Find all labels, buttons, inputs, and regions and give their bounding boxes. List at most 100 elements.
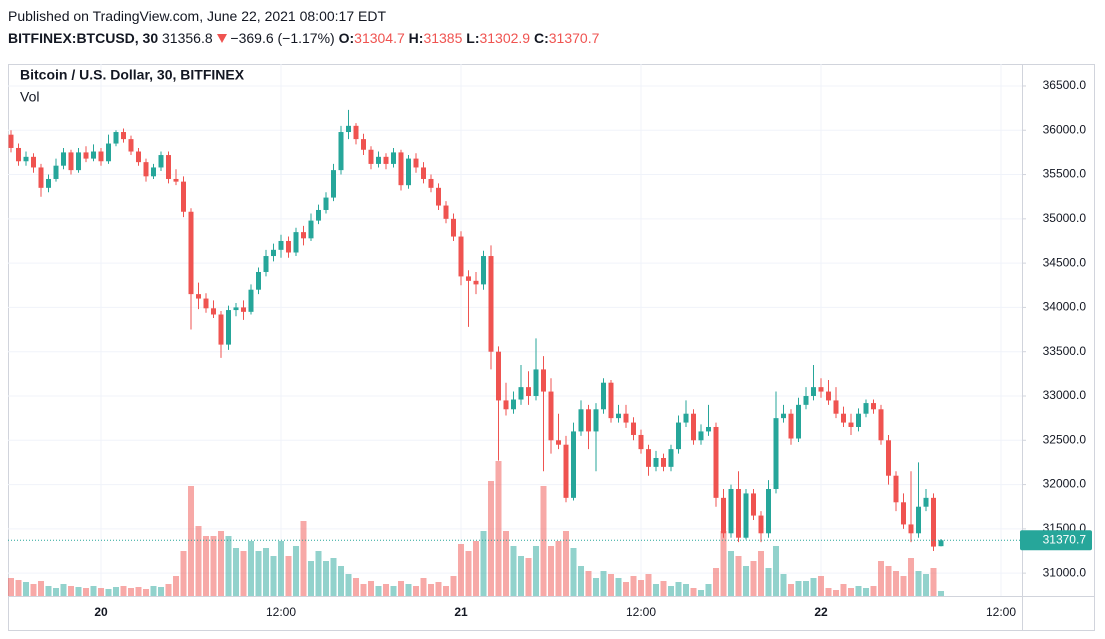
candle-body — [856, 413, 861, 427]
volume-bar — [398, 581, 404, 596]
volume-bar — [225, 536, 232, 596]
candle-body — [166, 155, 171, 179]
candle-body — [496, 351, 501, 401]
volume-bar — [600, 571, 607, 596]
volume-bar — [263, 548, 269, 596]
volume-bar — [330, 558, 337, 596]
candle-body — [203, 298, 209, 309]
candle-body — [143, 162, 149, 177]
candle-body — [893, 475, 899, 503]
volume-bar — [105, 589, 112, 596]
volume-bar — [878, 561, 884, 596]
candle-body — [8, 134, 14, 148]
volume-bar — [728, 551, 734, 596]
y-tick-label: 34000.0 — [1043, 300, 1087, 314]
candle-body — [833, 400, 839, 414]
volume-bar — [353, 578, 359, 596]
volume-bar — [908, 558, 914, 596]
y-tick-label: 36000.0 — [1043, 122, 1087, 136]
candle-body — [661, 457, 666, 467]
volume-bar — [623, 582, 629, 596]
candle-body — [548, 391, 554, 441]
volume-bar — [765, 568, 772, 596]
candle-body — [811, 387, 816, 396]
candle-body — [361, 139, 366, 150]
volume-bar — [930, 568, 937, 596]
volume-bar — [578, 566, 584, 596]
chart-title: Bitcoin / U.S. Dollar, 30, BITFINEX — [20, 67, 245, 83]
volume-bar — [83, 588, 89, 596]
volume-bar — [915, 571, 922, 596]
candle-body — [443, 205, 449, 219]
candle-body — [676, 422, 681, 450]
candle-body — [721, 497, 726, 534]
volume-bar — [585, 571, 592, 596]
volume-bar — [180, 551, 187, 596]
volume-bar — [240, 551, 247, 596]
volume-bar — [848, 588, 854, 596]
down-arrow — [216, 34, 227, 43]
candle-body — [728, 488, 734, 534]
candle-body — [683, 413, 689, 423]
candle-body — [631, 422, 636, 435]
candle-body — [31, 156, 36, 168]
candle-body — [113, 132, 119, 144]
candle-body — [338, 132, 344, 171]
candle-body — [158, 155, 164, 168]
candle-body — [436, 187, 441, 206]
volume-bar — [750, 561, 757, 596]
symbol: BITFINEX:BTCUSD, 30 — [8, 30, 159, 46]
candle-body — [451, 218, 456, 237]
candle-body — [466, 276, 471, 281]
volume-bar — [773, 546, 779, 596]
candle-body — [503, 400, 509, 410]
candle-body — [766, 488, 771, 534]
volume-bar — [833, 590, 839, 596]
last-price: 31356.8 — [162, 30, 213, 46]
candle-body — [691, 413, 696, 441]
candle-body — [623, 413, 629, 423]
volume-bar — [698, 590, 704, 596]
volume-bar — [818, 576, 824, 596]
candle-body — [188, 211, 194, 295]
candle-body — [698, 431, 704, 441]
candle-body — [331, 170, 336, 198]
candle-body — [76, 152, 81, 171]
candle-body — [23, 156, 29, 162]
candle-body — [863, 403, 869, 414]
candle-body — [736, 488, 741, 538]
x-tick-label: 12:00 — [986, 605, 1016, 619]
volume-bar — [548, 546, 554, 596]
y-tick-label: 31000.0 — [1043, 565, 1087, 579]
volume-bar — [533, 546, 539, 596]
candle-body — [383, 156, 389, 164]
candle-body — [758, 515, 764, 534]
candle-body — [368, 149, 374, 164]
volume-bar — [75, 587, 82, 596]
y-tick-label: 35000.0 — [1043, 211, 1087, 225]
volume-bar — [428, 584, 434, 596]
candle-body — [743, 493, 749, 538]
volume-bar — [383, 584, 389, 596]
volume-bar — [255, 551, 262, 596]
candle-body — [293, 232, 299, 253]
volume-legend: Vol — [20, 89, 39, 105]
candle-body — [668, 449, 674, 467]
volume-bar — [30, 584, 37, 596]
volume-bar — [480, 531, 487, 596]
volume-bar — [503, 531, 509, 596]
candle-body — [173, 178, 179, 182]
candle-body — [916, 506, 921, 534]
volume-bar — [53, 588, 59, 596]
x-tick-label: 21 — [454, 605, 468, 619]
candle-body — [841, 413, 846, 423]
volume-bar — [705, 584, 712, 596]
y-tick-label: 32500.0 — [1043, 432, 1087, 446]
volume-bar — [23, 582, 29, 596]
volume-bar — [938, 591, 944, 596]
volume-bar — [518, 556, 524, 596]
candle-body — [353, 125, 359, 140]
candle-body — [556, 440, 561, 445]
candle-body — [301, 232, 306, 239]
candle-body — [826, 391, 831, 401]
